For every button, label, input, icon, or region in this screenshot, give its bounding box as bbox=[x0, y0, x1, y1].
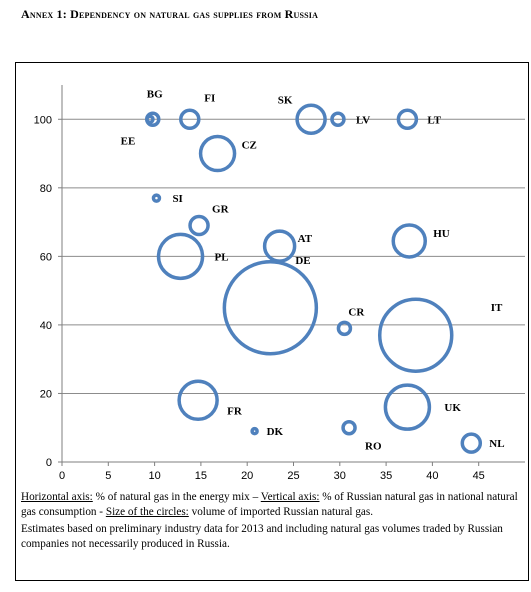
bubble-ro bbox=[341, 419, 357, 436]
bubble-label-lv: LV bbox=[356, 114, 370, 126]
x-tick-label: 45 bbox=[473, 470, 485, 482]
bubble-chart: 0 20 40 60 80 100 0 5 10 15 20 25 30 35 40 45 BG EE FI SK L… bbox=[34, 85, 525, 482]
bubble-it bbox=[377, 297, 454, 373]
bubble-dk bbox=[250, 426, 259, 436]
x-tick-label: 15 bbox=[195, 470, 207, 482]
bubble-label-lt: LT bbox=[427, 114, 441, 126]
bubble-uk bbox=[383, 383, 432, 431]
bubble-hu bbox=[391, 223, 427, 259]
bubble-de bbox=[222, 260, 319, 356]
x-tick-label: 5 bbox=[105, 470, 111, 482]
grid-lines bbox=[62, 118, 525, 394]
bubble-label-sk: SK bbox=[278, 94, 293, 106]
bubble-label-at: AT bbox=[298, 233, 313, 245]
bubble-gr bbox=[188, 214, 210, 237]
bubble-label-fi: FI bbox=[204, 92, 215, 104]
bubble-label-si: SI bbox=[172, 193, 182, 205]
horizontal-axis-text: % of natural gas in the energy mix – bbox=[92, 491, 261, 503]
y-tick-label: 80 bbox=[40, 183, 52, 195]
y-tick-label: 0 bbox=[46, 457, 52, 469]
x-tick-label: 25 bbox=[287, 470, 299, 482]
annex-title: Annex 1: Dependency on natural gas suppl… bbox=[21, 7, 319, 21]
bubble-label-cr: CR bbox=[348, 306, 365, 318]
chart-notes: Horizontal axis: % of natural gas in the… bbox=[21, 490, 521, 551]
bubble-label-ro: RO bbox=[365, 441, 382, 453]
bubble-label-de: DE bbox=[295, 255, 310, 267]
bubble-label-dk: DK bbox=[267, 426, 284, 438]
x-tick-label: 0 bbox=[59, 470, 65, 482]
circle-size-text: volume of imported Russian natural gas. bbox=[188, 505, 374, 518]
bubble-lt bbox=[396, 108, 419, 131]
vertical-axis-label: Vertical axis: bbox=[260, 491, 320, 503]
y-tick-label: 20 bbox=[40, 388, 52, 400]
bubble-label-uk: UK bbox=[444, 402, 461, 414]
bubble-label-cz: CZ bbox=[242, 140, 257, 152]
chart-frame bbox=[15, 62, 529, 581]
x-tick-label: 35 bbox=[380, 470, 392, 482]
estimates-note: Estimates based on preliminary industry … bbox=[21, 523, 503, 550]
bubble-fi bbox=[179, 108, 201, 131]
axes: 0 20 40 60 80 100 0 5 10 15 20 25 30 35 40 45 bbox=[34, 85, 525, 482]
bubble-label-pl: PL bbox=[215, 251, 229, 263]
bubble-pl bbox=[156, 232, 205, 281]
circle-size-label: Size of the circles: bbox=[105, 505, 189, 518]
x-tick-label: 10 bbox=[148, 470, 160, 482]
bubble-nl bbox=[460, 432, 483, 454]
bubbles bbox=[144, 103, 483, 454]
bubble-fr bbox=[177, 379, 219, 422]
y-tick-label: 100 bbox=[34, 114, 52, 126]
bubble-label-ee: EE bbox=[121, 135, 136, 147]
bubble-sk bbox=[295, 103, 327, 136]
bubble-label-it: IT bbox=[491, 302, 503, 314]
x-tick-label: 30 bbox=[334, 470, 346, 482]
bubble-label-fr: FR bbox=[227, 405, 243, 417]
bubble-label-gr: GR bbox=[212, 204, 230, 216]
vertical-axis-text: % of Russian natural gas in national nat… bbox=[21, 491, 518, 518]
bubble-labels: BG EE FI SK LV LT CZ SI GR AT PL HU DE CR IT FR UK DK RO NL bbox=[121, 88, 505, 452]
bubble-si bbox=[151, 193, 162, 203]
x-tick-label: 20 bbox=[241, 470, 253, 482]
y-tick-label: 60 bbox=[40, 251, 52, 263]
horizontal-axis-label: Horizontal axis: bbox=[21, 491, 93, 503]
bubble-label-bg: BG bbox=[147, 88, 163, 100]
bubble-cz bbox=[198, 134, 237, 173]
bubble-cr bbox=[336, 320, 353, 337]
bubble-label-hu: HU bbox=[433, 228, 450, 240]
axis-explanation: Horizontal axis: % of natural gas in the… bbox=[21, 490, 521, 519]
bubble-lv bbox=[330, 111, 346, 128]
bubble-ee bbox=[145, 114, 155, 125]
x-tick-label: 40 bbox=[426, 470, 438, 482]
bubble-label-nl: NL bbox=[489, 438, 504, 450]
y-tick-label: 40 bbox=[40, 320, 52, 332]
